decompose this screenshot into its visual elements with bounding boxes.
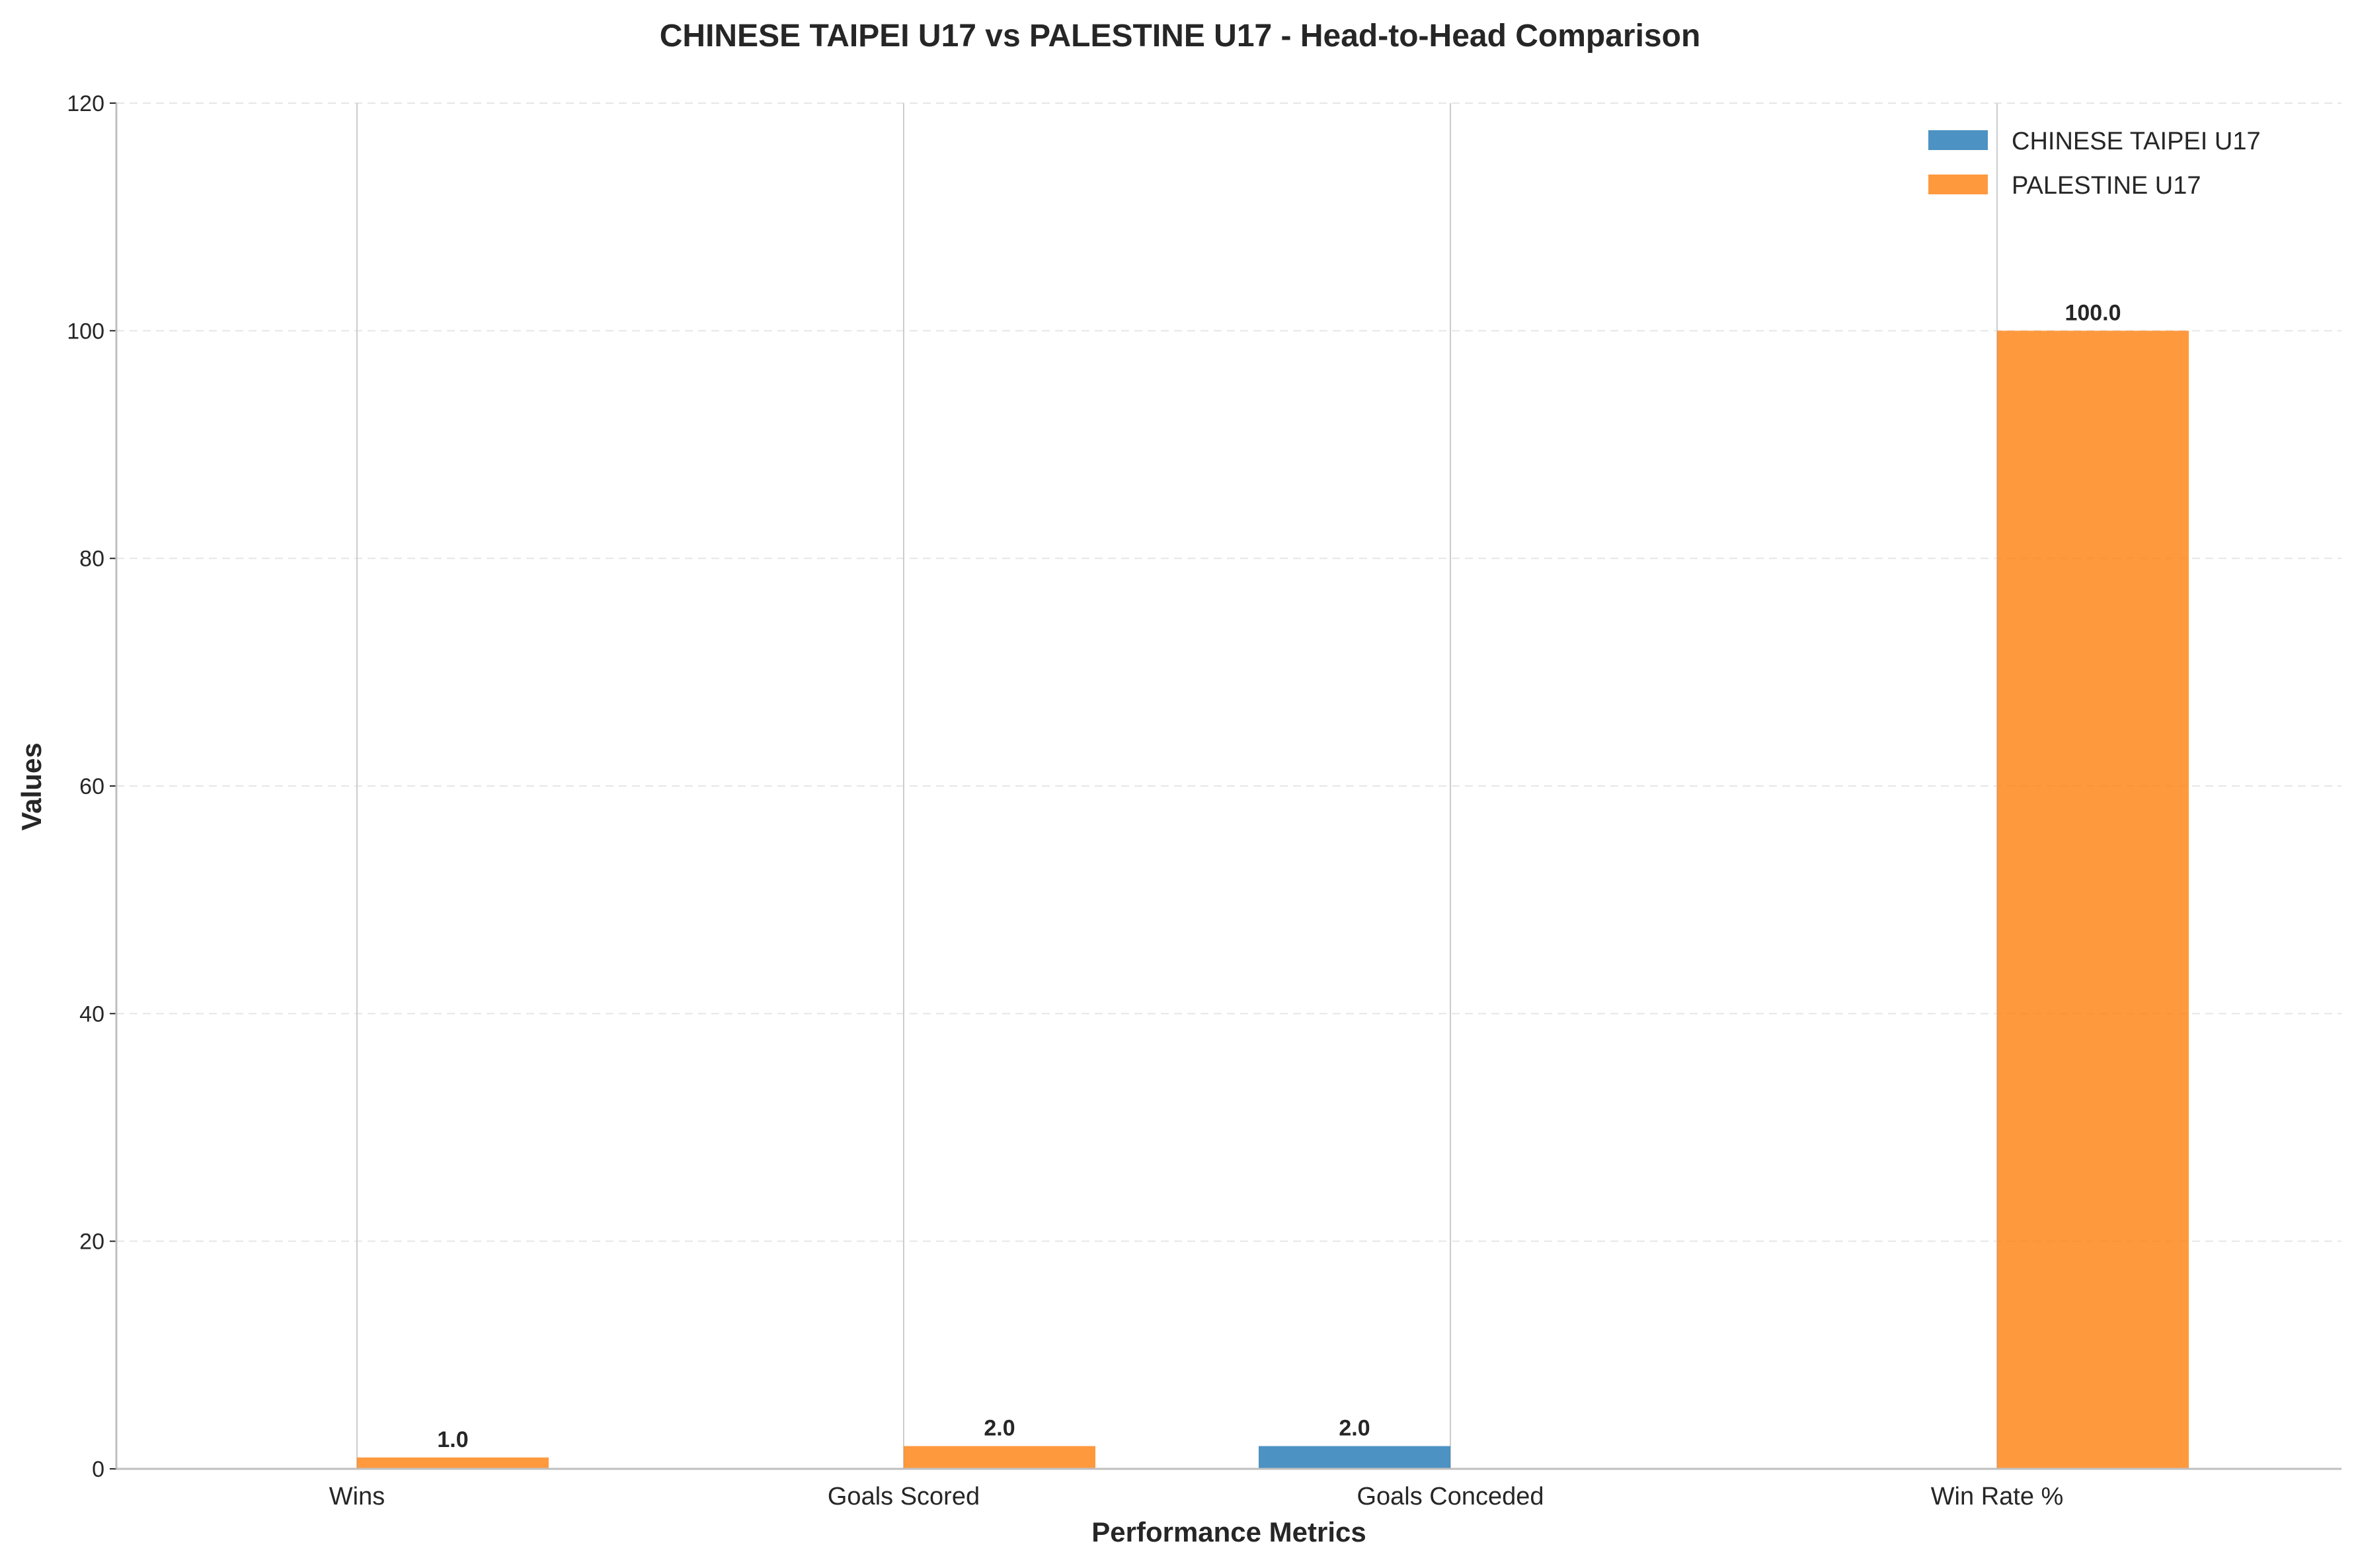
legend-swatch [1928, 130, 1988, 150]
chart-title: CHINESE TAIPEI U17 vs PALESTINE U17 - He… [660, 19, 1701, 54]
legend-label: CHINESE TAIPEI U17 [2012, 128, 2261, 155]
x-tick-label: Goals Scored [828, 1483, 980, 1510]
legend: CHINESE TAIPEI U17 PALESTINE U17 [1928, 128, 2261, 200]
axes [110, 102, 2341, 1470]
legend-label: PALESTINE U17 [2012, 172, 2201, 200]
x-tick-label: Win Rate % [1931, 1483, 2064, 1510]
y-tick-label: 40 [79, 1001, 104, 1027]
data-labels: 2.0 1.0 2.0 100.0 [437, 300, 2121, 1452]
x-axis-label: Performance Metrics [1091, 1516, 1366, 1548]
bar-series2-wins [357, 1457, 549, 1469]
y-axis-label: Values [16, 742, 47, 830]
data-label: 100.0 [2065, 300, 2121, 325]
bar-series2-goals-scored [904, 1446, 1095, 1469]
bar-series2-win-rate- [1997, 331, 2189, 1469]
y-tick-label: 0 [92, 1457, 104, 1482]
data-label: 1.0 [437, 1427, 468, 1452]
y-tick-label: 120 [67, 91, 104, 116]
legend-swatch [1928, 175, 1988, 194]
y-tick-label: 80 [79, 547, 104, 572]
y-tick-label: 100 [67, 319, 104, 344]
y-tick-label: 60 [79, 774, 104, 799]
data-label: 2.0 [984, 1416, 1015, 1441]
tick-labels: 0 20 40 60 80 100 120 Wins Goals Scored Goals Con… [67, 91, 2063, 1510]
bars [357, 331, 2189, 1469]
bar-series1-goals-conceded [1259, 1446, 1450, 1469]
x-tick-label: Wins [329, 1483, 385, 1510]
x-tick-label: Goals Conceded [1357, 1483, 1544, 1510]
y-tick-label: 20 [79, 1230, 104, 1255]
data-label: 2.0 [1339, 1416, 1370, 1441]
